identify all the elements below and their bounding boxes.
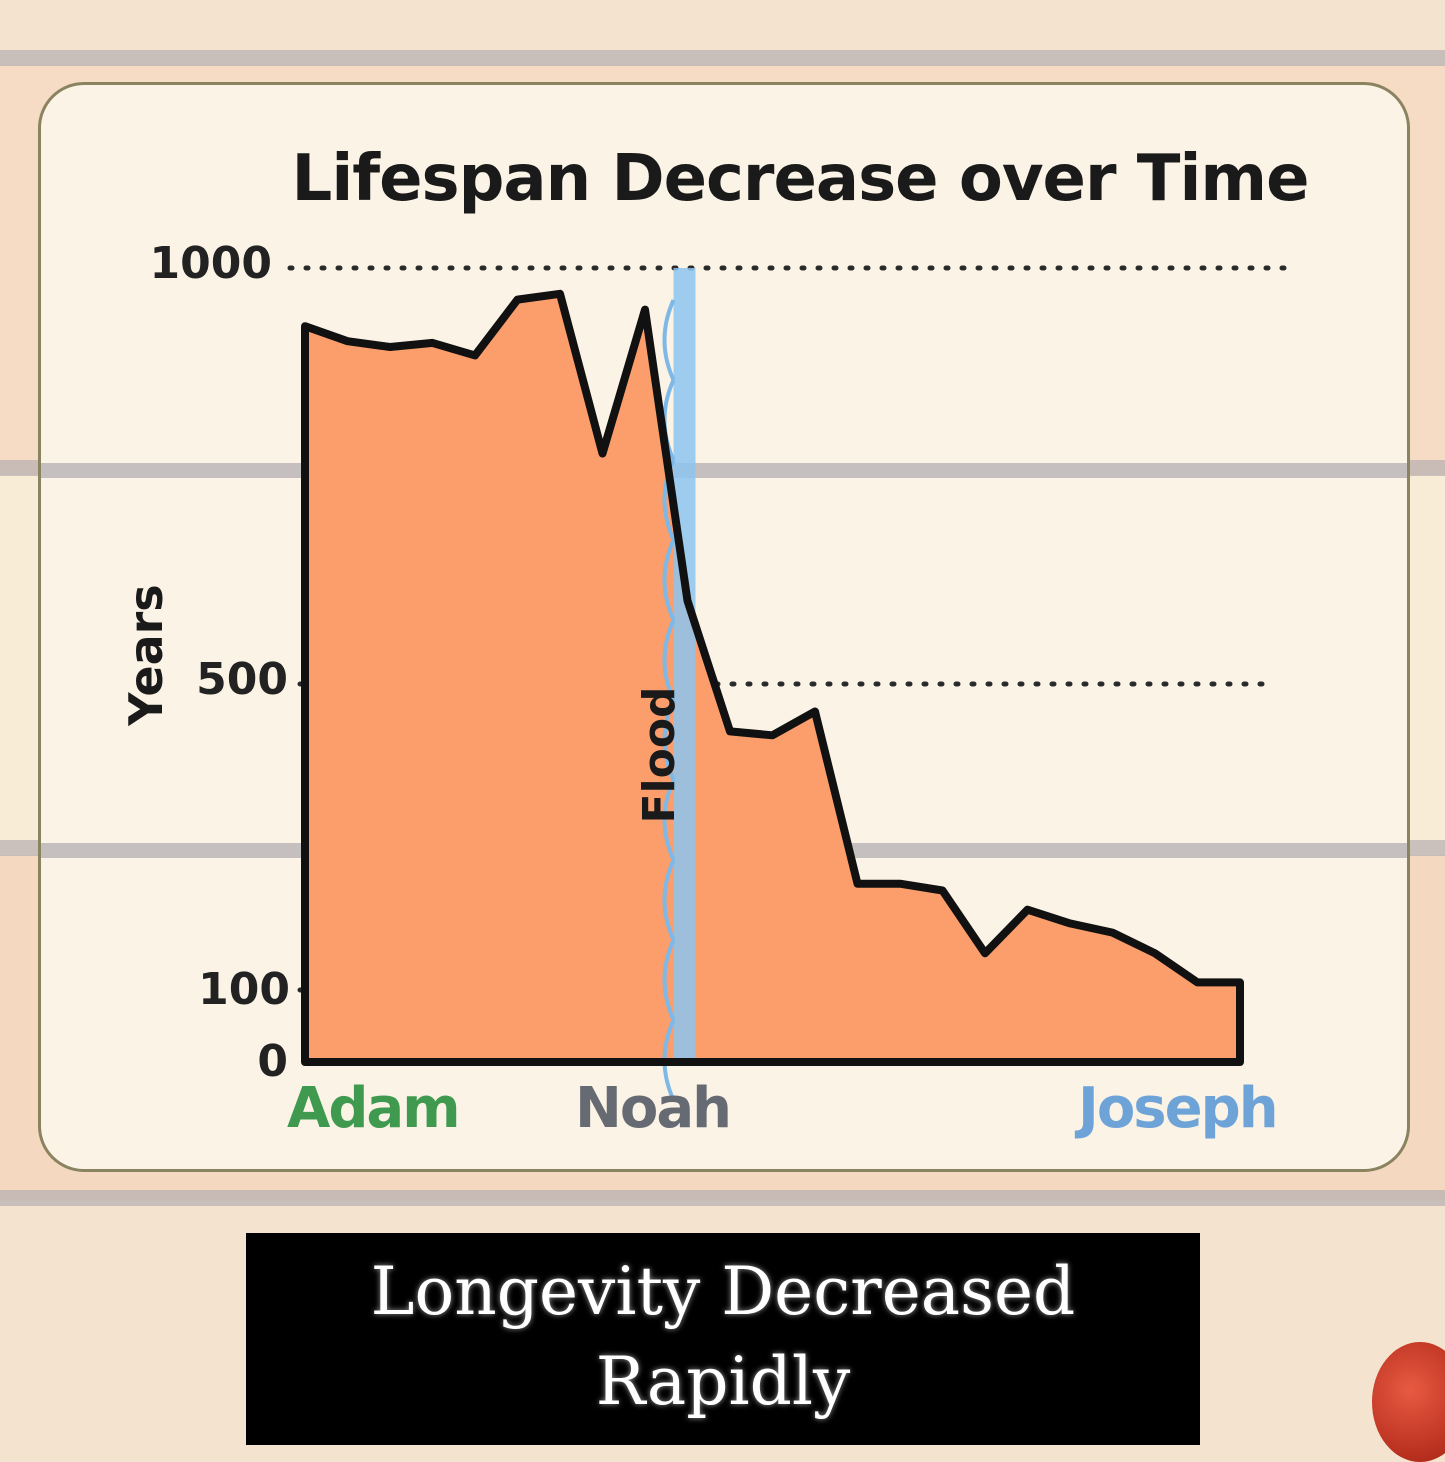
x-label-adam: Adam — [287, 1076, 461, 1141]
flood-wave — [662, 939, 676, 1021]
data-point-5 — [514, 296, 521, 303]
data-point-2 — [387, 344, 393, 351]
flood-label: Flood — [634, 686, 685, 824]
data-point-13 — [854, 880, 861, 887]
data-point-3 — [429, 339, 436, 346]
x-label-joseph: Joseph — [1078, 1076, 1279, 1141]
data-point-6 — [557, 290, 563, 297]
red-button[interactable] — [1372, 1342, 1445, 1462]
data-point-11 — [769, 732, 776, 739]
data-point-21 — [1194, 979, 1201, 986]
data-point-8 — [642, 306, 648, 313]
flood-wave — [662, 619, 676, 701]
y-axis-label: Years — [119, 584, 173, 726]
chart-title: Lifespan Decrease over Time — [291, 142, 1310, 216]
data-point-16 — [982, 950, 988, 957]
line-layer — [301, 289, 1244, 1066]
background-stripe — [0, 1190, 1445, 1206]
data-point-19 — [1109, 929, 1116, 936]
flood-wave — [662, 859, 676, 941]
data-point-22 — [1237, 979, 1243, 986]
flood-wave — [662, 699, 676, 781]
caption-box: Longevity Decreased Rapidly — [246, 1233, 1200, 1445]
y-tick-label-500: 500 — [196, 654, 288, 705]
flood-wave — [662, 539, 676, 621]
data-point-14 — [897, 880, 903, 887]
data-point-17 — [1024, 906, 1031, 913]
caption-line-2: Rapidly — [595, 1343, 851, 1420]
data-point-1 — [344, 338, 351, 345]
area-layer — [305, 293, 1240, 1062]
flood-band-rect — [673, 268, 696, 1062]
x-label-noah: Noah — [575, 1076, 732, 1141]
y-tick-label-0: 0 — [257, 1036, 288, 1087]
area-fill — [305, 293, 1240, 1062]
data-point-18 — [1067, 920, 1073, 927]
background-stripe — [0, 50, 1445, 66]
data-point-0 — [302, 323, 308, 330]
data-point-20 — [1152, 950, 1158, 957]
y-tick-label-100: 100 — [198, 964, 290, 1015]
data-point-12 — [812, 708, 818, 715]
caption-line-1: Longevity Decreased — [370, 1253, 1076, 1330]
flood-wave — [662, 779, 676, 861]
data-point-7 — [599, 450, 606, 457]
data-point-9 — [684, 597, 691, 604]
data-point-15 — [939, 887, 946, 894]
y-tick-label-1000: 1000 — [149, 238, 272, 289]
flood-band — [662, 268, 696, 1101]
data-point-4 — [472, 352, 478, 359]
flood-wave — [662, 299, 676, 381]
data-point-10 — [727, 728, 733, 735]
series-line — [301, 289, 1244, 1066]
